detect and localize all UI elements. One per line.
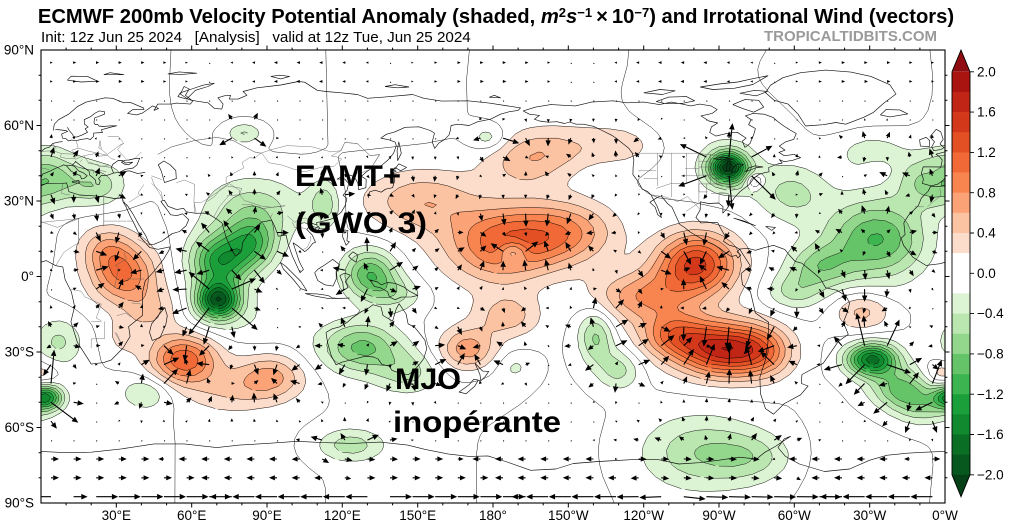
svg-text:2.0: 2.0 <box>977 64 996 79</box>
svg-text:90°S: 90°S <box>5 496 34 511</box>
svg-text:−2.0: −2.0 <box>977 467 1004 482</box>
svg-text:120°W: 120°W <box>623 508 664 523</box>
svg-text:60°S: 60°S <box>5 420 34 435</box>
svg-text:30°E: 30°E <box>102 508 131 523</box>
svg-text:MJO: MJO <box>395 363 461 396</box>
svg-text:30°S: 30°S <box>5 345 34 360</box>
svg-text:30°W: 30°W <box>853 508 886 523</box>
svg-text:EAMT+: EAMT+ <box>295 160 401 193</box>
svg-text:60°E: 60°E <box>177 508 206 523</box>
svg-text:Init: 12z Jun 25 2024 [Analy: Init: 12z Jun 25 2024 [Analysis] valid a… <box>41 29 471 46</box>
svg-text:0.4: 0.4 <box>977 226 996 241</box>
svg-text:−1.6: −1.6 <box>977 427 1004 442</box>
svg-text:1.6: 1.6 <box>977 105 996 120</box>
svg-text:30°N: 30°N <box>4 194 34 209</box>
svg-text:−1.2: −1.2 <box>977 387 1004 402</box>
svg-text:150°E: 150°E <box>399 508 436 523</box>
svg-text:−0.4: −0.4 <box>977 306 1004 321</box>
svg-text:90°N: 90°N <box>4 43 34 58</box>
svg-text:0°: 0° <box>21 269 34 284</box>
svg-text:90°W: 90°W <box>702 508 735 523</box>
svg-text:0.8: 0.8 <box>977 185 996 200</box>
svg-text:120°E: 120°E <box>324 508 361 523</box>
svg-text:90°E: 90°E <box>252 508 281 523</box>
svg-text:inopérante: inopérante <box>393 406 561 439</box>
svg-text:−0.8: −0.8 <box>977 347 1004 362</box>
svg-text:0°W: 0°W <box>932 508 958 523</box>
svg-text:0.0: 0.0 <box>977 266 996 281</box>
svg-text:180°: 180° <box>479 508 507 523</box>
svg-text:ECMWF 200mb Velocity Potential: ECMWF 200mb Velocity Potential Anomaly (… <box>38 5 954 28</box>
svg-text:TROPICALTIDBITS.COM: TROPICALTIDBITS.COM <box>764 28 937 45</box>
svg-text:60°N: 60°N <box>4 118 34 133</box>
svg-text:1.2: 1.2 <box>977 145 996 160</box>
svg-text:60°W: 60°W <box>778 508 811 523</box>
svg-text:(GWO 3): (GWO 3) <box>295 207 427 240</box>
svg-text:150°W: 150°W <box>548 508 589 523</box>
